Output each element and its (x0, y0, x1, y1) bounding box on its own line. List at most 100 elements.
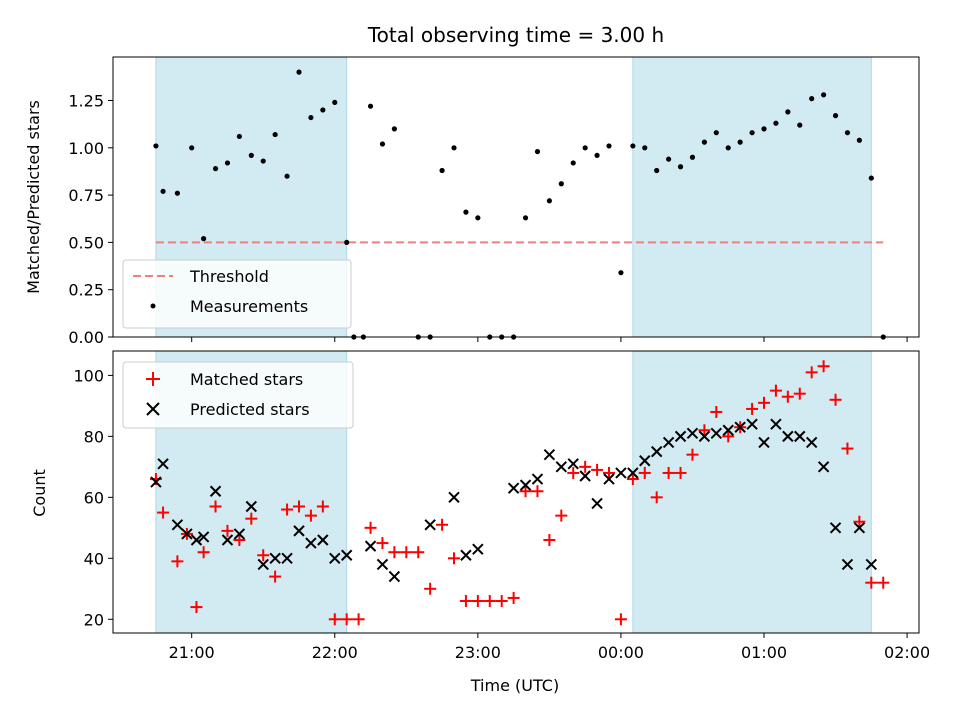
top-legend-box (122, 259, 352, 329)
predicted-star-point (698, 430, 711, 443)
measurement-point (844, 130, 851, 136)
matched-star-point (388, 546, 401, 559)
measurement-point (439, 167, 445, 174)
predicted-star-point (543, 448, 556, 461)
bottom-y-tick-label: 60 (84, 488, 104, 507)
measurement-point (201, 236, 207, 242)
predicted-star-point (805, 436, 818, 449)
matched-star-point (662, 466, 675, 479)
predicted-star-point (221, 534, 234, 546)
measurements-points (153, 69, 886, 340)
measurement-point (475, 215, 481, 221)
matched-stars-legend-marker (146, 372, 160, 386)
bottom-y-ticks: 20 40 60 80 100 (73, 366, 113, 629)
predicted-star-point (376, 558, 389, 571)
matched-star-point (507, 591, 520, 604)
predicted-star-point (817, 461, 830, 473)
matched-star-point (424, 582, 437, 595)
bottom-shaded-interval (632, 350, 872, 634)
matched-star-point (781, 390, 794, 403)
matched-star-point (304, 509, 317, 522)
matched-star-point (531, 485, 544, 498)
predicted-star-point (448, 491, 460, 504)
measurement-point (236, 133, 242, 140)
measurement-point (212, 166, 219, 172)
predicted-star-point (710, 427, 723, 440)
measurement-point (320, 107, 326, 113)
predicted-star-point (329, 552, 341, 565)
matched-star-point (614, 613, 627, 626)
measurement-point (868, 175, 874, 181)
predicted-star-point (686, 427, 699, 440)
matched-star-point (293, 500, 305, 513)
predicted-star-point (639, 455, 651, 467)
predicted-star-point (662, 436, 675, 449)
matched-star-point (257, 549, 270, 562)
top-shaded-intervals (155, 56, 872, 338)
matched-star-point (157, 506, 170, 519)
bottom-y-axis-label: Count (30, 469, 49, 517)
matched-star-point (829, 393, 842, 406)
x-tick-label: 02:00 (884, 643, 930, 662)
matched-star-point (865, 576, 878, 589)
matched-star-point (400, 546, 413, 559)
predicted-stars-legend-marker (146, 402, 160, 416)
measurement-point (153, 143, 159, 149)
predicted-star-point (157, 458, 169, 470)
predicted-star-point (579, 470, 591, 482)
measurement-point (761, 126, 767, 132)
measurement-point (821, 92, 827, 98)
top-legend: Threshold Measurements (122, 259, 352, 329)
measurement-point (725, 145, 731, 151)
matched-star-point (722, 430, 735, 443)
predicted-star-point (567, 458, 579, 470)
predicted-star-point (674, 430, 687, 443)
matched-star-point (769, 384, 782, 397)
predicted-star-point (734, 421, 746, 433)
top-y-tick-label: 1.25 (68, 92, 104, 111)
bottom-y-tick-label: 80 (84, 427, 104, 446)
matched-star-point (340, 613, 353, 626)
matched-star-point (650, 491, 663, 504)
matched-star-point (567, 466, 580, 479)
matched-star-point (352, 613, 365, 626)
measurement-point (296, 69, 302, 75)
measurement-point (701, 139, 707, 145)
bottom-legend-box (122, 361, 354, 429)
matched-star-point (579, 460, 592, 473)
matched-star-point (269, 570, 282, 583)
matched-star-point (793, 387, 806, 400)
predicted-star-point (758, 436, 770, 449)
predicted-star-point (233, 528, 246, 540)
top-y-ticks: 0.00 0.25 0.50 0.75 1.00 1.25 (68, 92, 113, 347)
measurement-point (522, 215, 529, 221)
measurement-point (582, 145, 588, 151)
matched-star-point (603, 466, 615, 479)
measurement-point (344, 239, 350, 246)
predicted-star-point (181, 528, 193, 540)
predicted-star-point (615, 467, 627, 479)
top-panel: 0.00 0.25 0.50 0.75 1.00 1.25 Total observing… (24, 23, 920, 347)
top-y-tick-label: 0.50 (68, 233, 104, 252)
bottom-y-tick-label: 20 (84, 610, 104, 629)
measurement-point (809, 96, 815, 102)
predicted-star-point (197, 531, 210, 543)
predicted-star-point (190, 534, 203, 546)
measurement-point (570, 160, 576, 166)
measurement-point (391, 126, 397, 132)
predicted-star-point (293, 525, 305, 537)
matched-star-point (495, 594, 508, 607)
matched-star-point (686, 448, 699, 461)
matched-star-point (197, 546, 210, 559)
predicted-star-point (340, 549, 353, 561)
matched-star-point (674, 466, 687, 479)
measurement-point (260, 158, 266, 164)
predicted-star-point (519, 479, 532, 491)
predicted-stars-legend-label: Predicted stars (190, 400, 310, 419)
matched-star-point (376, 537, 389, 550)
measurement-point (606, 143, 612, 149)
x-tick-label: 22:00 (312, 643, 358, 662)
predicted-star-point (150, 476, 162, 488)
top-shaded-interval (632, 56, 872, 338)
matched-star-point (171, 555, 184, 568)
